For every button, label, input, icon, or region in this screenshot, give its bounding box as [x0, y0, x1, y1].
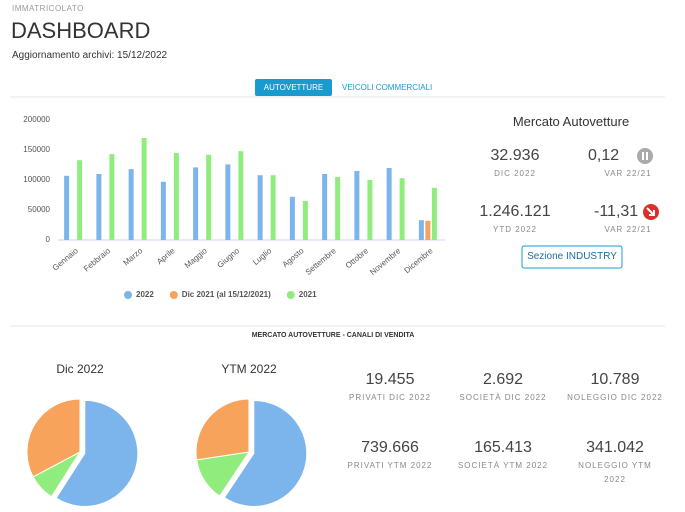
- x-tick-label: Ottobre: [344, 246, 371, 270]
- industry-button[interactable]: [521, 245, 623, 269]
- x-tick-label: Settembre: [304, 246, 338, 277]
- pie-title: YTM 2022: [221, 362, 277, 376]
- bar: [270, 175, 276, 240]
- kpi-value: 19.455: [365, 371, 415, 388]
- bar: [160, 181, 166, 240]
- kpi-value: 10.789: [590, 371, 640, 388]
- bar: [425, 220, 431, 240]
- down-arrow-icon: [643, 204, 659, 220]
- bar: [367, 180, 373, 240]
- kpi-value: 739.666: [361, 439, 419, 456]
- bar: [141, 138, 147, 240]
- kpi-label: PRIVATI YTM 2022: [347, 461, 433, 470]
- x-tick-label: Febbraio: [82, 246, 112, 274]
- kpi-value: 2.692: [482, 371, 524, 388]
- kpi-label: NOLEGGIO YTM 2022: [578, 461, 652, 484]
- bar: [322, 174, 328, 240]
- kpi-value: 341.042: [586, 439, 644, 456]
- pie-slice: [55, 399, 139, 507]
- y-tick-label: 150000: [23, 145, 50, 154]
- x-tick-label: Gennaio: [51, 246, 80, 273]
- page-title: DASHBOARD: [11, 18, 151, 43]
- bar: [354, 171, 360, 240]
- bar: [238, 151, 244, 240]
- kpi-value: 165.413: [474, 439, 532, 456]
- x-tick-label: Aprile: [155, 246, 177, 266]
- bar: [399, 178, 405, 240]
- legend-marker: [124, 291, 132, 299]
- legend-marker: [286, 291, 295, 299]
- bar: [335, 177, 341, 240]
- kpi-label: SOCIETÀ YTM 2022: [457, 461, 549, 470]
- tab-active[interactable]: AUTOVETTURE: [255, 79, 332, 96]
- kpi-value: 32.936: [490, 147, 540, 164]
- kpi-value: -11,31: [594, 203, 639, 220]
- pie-title: Dic 2022: [56, 362, 104, 376]
- kpi-label: PRIVATI DIC 2022: [349, 393, 431, 402]
- bar: [225, 164, 231, 240]
- x-tick-label: Dicembre: [403, 246, 435, 275]
- section-label: IMMATRICOLATO: [12, 4, 84, 13]
- channels-title: MERCATO AUTOVETTURE - CANALI DI VENDITA: [251, 332, 415, 339]
- kpi-value: 1.246.121: [479, 203, 551, 220]
- x-tick-label: Giugno: [215, 246, 241, 270]
- bar: [109, 154, 115, 240]
- kpi-label: NOLEGGIO DIC 2022: [567, 393, 663, 402]
- bar: [418, 220, 424, 240]
- pie-slice: [26, 398, 81, 478]
- bar: [289, 196, 295, 240]
- kpi-label: VAR 22/21: [604, 225, 652, 234]
- legend-marker: [169, 291, 178, 299]
- bar: [206, 154, 212, 240]
- pause-icon: [637, 148, 653, 164]
- kpi-label: YTD 2022: [492, 225, 538, 234]
- kpi-label: VAR 22/21: [604, 169, 652, 178]
- kpi-label: DIC 2022: [494, 169, 536, 178]
- bar: [128, 169, 134, 240]
- bar: [96, 174, 102, 240]
- y-tick-label: 100000: [23, 175, 50, 184]
- legend-label: Dic 2021 (al 15/12/2021): [182, 290, 271, 299]
- bar: [386, 168, 392, 240]
- legend-label: 2021: [299, 290, 317, 299]
- x-tick-label: Marzo: [121, 246, 144, 268]
- industry-button-label[interactable]: Sezione INDUSTRY: [527, 251, 617, 262]
- bar: [257, 175, 263, 240]
- bar: [64, 175, 70, 240]
- pie-slice: [223, 399, 308, 507]
- y-tick-label: 50000: [28, 205, 51, 214]
- bar: [77, 160, 83, 240]
- tab[interactable]: VEICOLI COMMERCIALI: [342, 83, 433, 92]
- x-tick-label: Novembre: [368, 246, 402, 277]
- y-tick-label: 200000: [23, 115, 50, 124]
- update-date: Aggiornamento archivi: 15/12/2022: [12, 50, 168, 61]
- x-tick-label: Agosto: [281, 246, 306, 269]
- x-tick-label: Luglio: [251, 246, 274, 267]
- y-tick-label: 0: [46, 235, 51, 244]
- pie-slice: [195, 398, 250, 461]
- bar: [431, 187, 437, 240]
- bar: [302, 201, 308, 240]
- bar: [193, 167, 199, 240]
- kpi-value: 0,12: [588, 147, 620, 164]
- bar: [173, 153, 179, 240]
- legend-label: 2022: [136, 290, 154, 299]
- x-tick-label: Maggio: [183, 246, 209, 270]
- market-title: Mercato Autovetture: [512, 114, 630, 129]
- kpi-label: SOCIETÀ DIC 2022: [459, 393, 547, 402]
